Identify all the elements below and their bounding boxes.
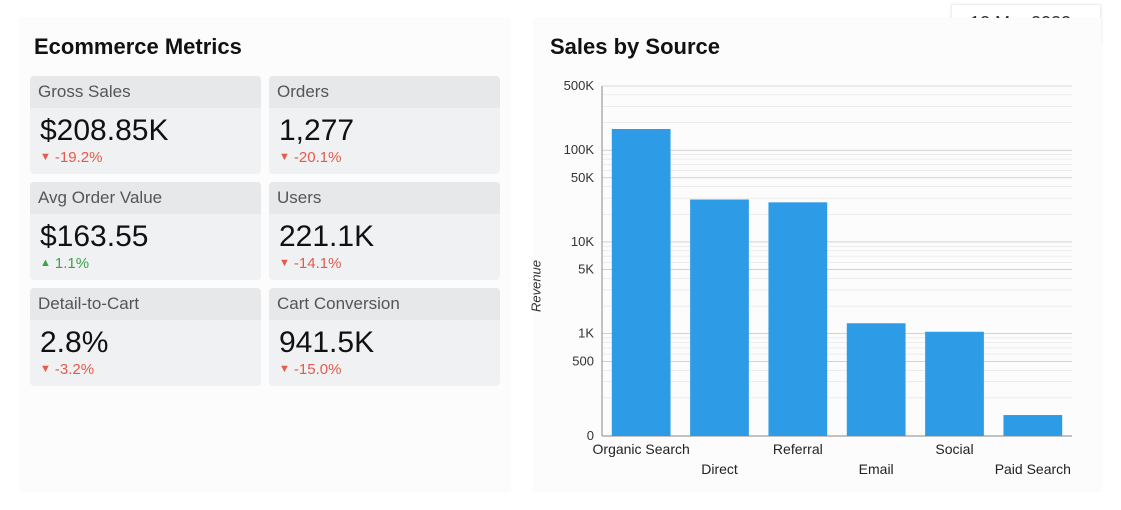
metric-card-delta: ▼ -19.2% [40, 149, 251, 166]
chart-y-tick-label: 5K [578, 262, 594, 277]
metric-card-delta-value: -3.2% [55, 361, 94, 378]
metric-card-label: Gross Sales [30, 76, 261, 108]
metric-card-delta: ▲ 1.1% [40, 255, 251, 272]
chart-bar[interactable] [847, 323, 906, 436]
metric-card[interactable]: Cart Conversion 941.5K ▼ -15.0% [269, 288, 500, 386]
sales-by-source-panel: Sales by Source Revenue 05001K5K10K50K10… [534, 18, 1101, 490]
chart-bar[interactable] [768, 202, 827, 436]
metric-card-delta-value: -20.1% [294, 149, 342, 166]
metric-card[interactable]: Avg Order Value $163.55 ▲ 1.1% [30, 182, 261, 280]
chart-y-tick-label: 10K [571, 234, 594, 249]
metric-card-delta: ▼ -3.2% [40, 361, 251, 378]
metric-card-label: Detail-to-Cart [30, 288, 261, 320]
chart-svg: 05001K5K10K50K100K500KOrganic SearchDire… [542, 76, 1082, 496]
chart-category-label: Direct [701, 461, 738, 477]
metric-card-delta: ▼ -15.0% [279, 361, 490, 378]
chart-y-tick-label: 1K [578, 326, 594, 341]
chart-y-tick-label: 500 [572, 353, 594, 368]
metric-card-label: Cart Conversion [269, 288, 500, 320]
metric-card-value: 1,277 [279, 114, 490, 147]
ecommerce-metrics-panel: Ecommerce Metrics Gross Sales $208.85K ▼ -1… [20, 18, 510, 490]
chart-y-tick-label: 50K [571, 170, 594, 185]
metric-card-label: Avg Order Value [30, 182, 261, 214]
chart-bar[interactable] [1003, 415, 1062, 436]
metric-card[interactable]: Orders 1,277 ▼ -20.1% [269, 76, 500, 174]
metric-card-delta-value: -15.0% [294, 361, 342, 378]
chart-category-label: Referral [773, 441, 823, 457]
content-row: Ecommerce Metrics Gross Sales $208.85K ▼ -1… [0, 0, 1121, 510]
metric-card[interactable]: Detail-to-Cart 2.8% ▼ -3.2% [30, 288, 261, 386]
arrow-down-icon: ▼ [40, 364, 51, 375]
arrow-down-icon: ▼ [279, 152, 290, 163]
sales-by-source-chart: Revenue 05001K5K10K50K100K500KOrganic Se… [542, 76, 1089, 496]
arrow-down-icon: ▼ [279, 258, 290, 269]
metric-card-value: 2.8% [40, 326, 251, 359]
chart-category-label: Email [859, 461, 894, 477]
arrow-down-icon: ▼ [279, 364, 290, 375]
metric-card-value: 941.5K [279, 326, 490, 359]
metric-card-value: 221.1K [279, 220, 490, 253]
metric-card[interactable]: Gross Sales $208.85K ▼ -19.2% [30, 76, 261, 174]
chart-category-label: Paid Search [995, 461, 1071, 477]
dashboard: 12 Mar 2022 - Ecommerce Metrics Gross Sa… [0, 0, 1121, 510]
metric-card[interactable]: Users 221.1K ▼ -14.1% [269, 182, 500, 280]
metric-card-label: Users [269, 182, 500, 214]
chart-bar[interactable] [690, 199, 749, 436]
arrow-down-icon: ▼ [40, 152, 51, 163]
arrow-up-icon: ▲ [40, 258, 51, 269]
metric-card-value: $163.55 [40, 220, 251, 253]
chart-category-label: Social [935, 441, 973, 457]
metric-card-delta-value: -19.2% [55, 149, 103, 166]
metric-card-delta: ▼ -20.1% [279, 149, 490, 166]
chart-bar[interactable] [612, 129, 671, 436]
metric-card-delta-value: 1.1% [55, 255, 89, 272]
metric-card-delta-value: -14.1% [294, 255, 342, 272]
chart-y-tick-label: 100K [564, 142, 595, 157]
metric-card-value: $208.85K [40, 114, 251, 147]
metric-card-delta: ▼ -14.1% [279, 255, 490, 272]
chart-category-label: Organic Search [593, 441, 690, 457]
metric-card-label: Orders [269, 76, 500, 108]
sales-by-source-title: Sales by Source [550, 34, 1085, 60]
chart-y-axis-label: Revenue [529, 260, 544, 312]
ecommerce-metrics-title: Ecommerce Metrics [34, 34, 500, 60]
metrics-cards-grid: Gross Sales $208.85K ▼ -19.2% Orders 1,277 ▼ -2… [26, 76, 504, 386]
chart-y-tick-label: 500K [564, 78, 595, 93]
chart-bar[interactable] [925, 332, 984, 436]
